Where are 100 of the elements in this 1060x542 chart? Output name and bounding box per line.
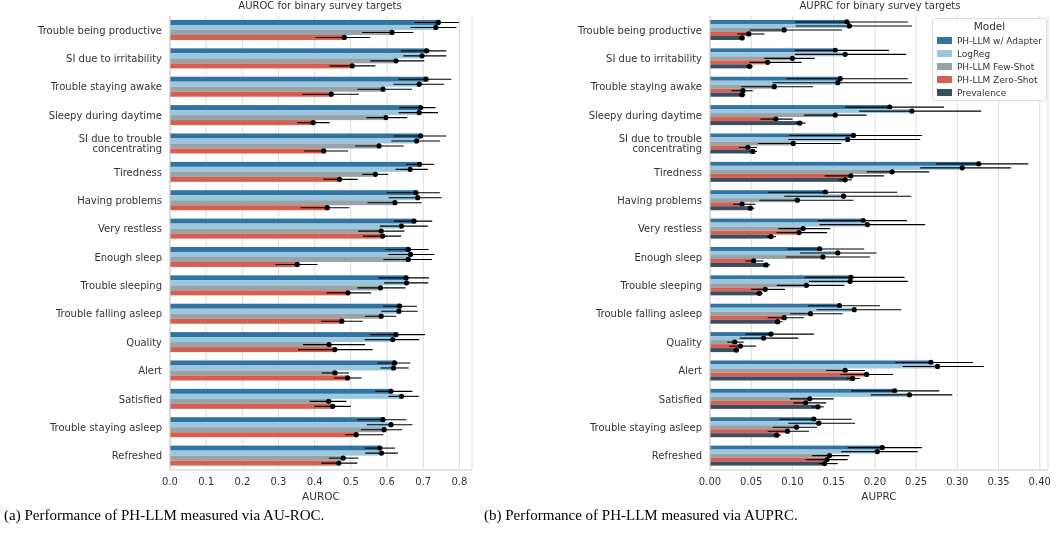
legend-label: LogReg xyxy=(956,48,991,59)
bar xyxy=(170,251,411,257)
y-tick-label: Enough sleep xyxy=(94,251,162,263)
bar xyxy=(170,218,415,224)
bar xyxy=(710,230,800,235)
y-tick-label: Trouble sleeping xyxy=(79,280,162,292)
y-tick-label: SI due to trouble concentrating xyxy=(78,133,162,155)
x-tick-label: 0.7 xyxy=(415,476,432,488)
bar xyxy=(170,29,393,35)
bar xyxy=(170,58,397,64)
bar xyxy=(170,120,314,126)
x-tick-label: 0.00 xyxy=(698,476,722,488)
y-tick-label: SI due to trouble concentrating xyxy=(618,133,702,155)
bar xyxy=(710,303,840,308)
bar xyxy=(710,92,743,97)
bar xyxy=(170,143,380,149)
bar xyxy=(710,283,807,288)
x-tick-label: 0.2 xyxy=(234,476,251,488)
bar xyxy=(170,86,384,92)
bar xyxy=(170,166,411,172)
y-tick-label: Trouble being productive xyxy=(37,24,162,36)
y-tick-label: Trouble falling asleep xyxy=(594,308,702,320)
bar xyxy=(170,76,427,82)
x-tick-label: 0.0 xyxy=(162,476,178,488)
y-tick-label: Alert xyxy=(138,365,163,377)
bar xyxy=(170,313,382,319)
bar xyxy=(710,449,878,454)
bar xyxy=(710,48,836,53)
bar xyxy=(710,165,963,170)
text: (b) Performance of PH-LLM measured via AUPRC. xyxy=(483,506,799,524)
x-tick-label: 0.25 xyxy=(904,476,928,488)
bar xyxy=(710,364,938,369)
y-tick-label: Very restless xyxy=(98,223,162,235)
text: (a) Performance of PH-LLM measured via AU-ROC. xyxy=(3,506,326,524)
y-tick-label: Having problems xyxy=(617,194,702,206)
x-tick-label: 0.1 xyxy=(198,476,215,488)
x-tick-label: 0.15 xyxy=(822,476,845,488)
x-axis-title: AUROC xyxy=(302,490,340,502)
y-tick-label: Alert xyxy=(678,365,703,377)
x-tick-label: 0.05 xyxy=(740,476,763,488)
y-tick-label: SI due to irritability xyxy=(66,53,163,65)
y-tick-label: Quality xyxy=(126,336,163,348)
y-tick-label: Satisfied xyxy=(658,393,702,405)
bar xyxy=(170,63,353,69)
x-axis-title: AUPRC xyxy=(861,490,897,502)
bar xyxy=(710,177,846,182)
bar xyxy=(170,432,357,438)
bar xyxy=(710,368,846,373)
bar xyxy=(170,228,382,234)
bar xyxy=(710,291,760,296)
y-tick-label: Trouble sleeping xyxy=(619,280,702,292)
bar xyxy=(710,64,750,69)
bar xyxy=(170,81,420,87)
chart-title: AUROC for binary survey targets xyxy=(237,0,403,13)
legend-label: PH-LLM Few-Shot xyxy=(956,61,1035,72)
y-tick-label: Quality xyxy=(666,336,703,348)
bar xyxy=(710,35,743,40)
x-tick-label: 0.30 xyxy=(946,476,969,488)
bar xyxy=(710,169,893,174)
bar xyxy=(170,417,384,423)
y-tick-label: Tiredness xyxy=(653,166,702,178)
y-tick-label: Sleepy during daytime xyxy=(588,109,702,121)
y-tick-label: Sleepy during daytime xyxy=(48,109,162,121)
bar xyxy=(710,262,767,267)
legend-title: Model xyxy=(972,20,1007,32)
bar xyxy=(710,433,777,438)
y-tick-label: Having problems xyxy=(77,194,162,206)
bar xyxy=(710,218,864,223)
x-tick-label: 0.3 xyxy=(270,476,287,488)
bar xyxy=(170,342,330,348)
bar xyxy=(170,427,385,433)
y-tick-label: Trouble being productive xyxy=(577,24,702,36)
bar xyxy=(170,246,409,252)
y-tick-label: Trouble staying awake xyxy=(49,81,162,93)
bar xyxy=(170,53,423,59)
bar xyxy=(170,34,345,40)
x-tick-label: 0.5 xyxy=(342,476,359,488)
legend-label: PH-LLM Zero-Shot xyxy=(956,74,1038,85)
x-tick-label: 0.10 xyxy=(781,476,804,488)
bar xyxy=(710,206,751,211)
bar xyxy=(710,453,830,458)
bar xyxy=(710,149,753,154)
x-tick-label: 0.6 xyxy=(379,476,395,488)
y-tick-label: Trouble staying asleep xyxy=(588,421,702,433)
bar xyxy=(170,19,439,25)
y-tick-label: Trouble staying awake xyxy=(589,81,702,93)
bar xyxy=(710,287,766,292)
y-tick-label: Trouble staying asleep xyxy=(48,421,162,433)
bar xyxy=(710,457,828,462)
x-tick-label: 0.35 xyxy=(987,476,1010,488)
y-tick-label: Refreshed xyxy=(651,450,702,462)
bar xyxy=(170,205,328,211)
bar xyxy=(710,307,855,312)
legend-label: PH-LLM w/ Adapter xyxy=(956,35,1042,46)
x-tick-label: 0.8 xyxy=(451,476,468,488)
bar xyxy=(170,223,402,229)
y-tick-label: Very restless xyxy=(638,223,702,235)
bar xyxy=(170,455,344,461)
bar xyxy=(710,279,851,284)
bar xyxy=(170,332,397,338)
